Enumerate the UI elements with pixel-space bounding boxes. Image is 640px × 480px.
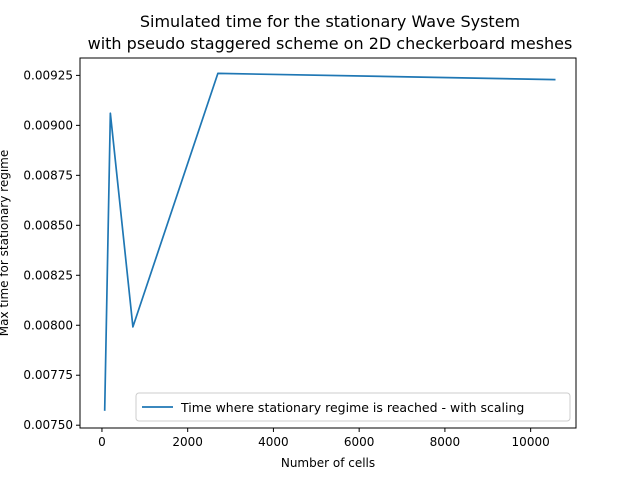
- chart-title-line-1: Simulated time for the stationary Wave S…: [140, 12, 520, 31]
- x-tick-label: 4000: [258, 435, 289, 449]
- x-axis: 0 2000 4000 6000 8000 10000: [98, 428, 550, 449]
- y-tick-label: 0.00925: [23, 68, 73, 82]
- series-layer: [103, 72, 556, 411]
- x-tick-label: 10000: [512, 435, 550, 449]
- legend-box: [135, 392, 571, 422]
- plot-area-frame: [79, 57, 577, 429]
- legend: Time where stationary regime is reached …: [135, 392, 571, 422]
- chart-title-line-2: with pseudo staggered scheme on 2D check…: [88, 34, 573, 53]
- y-axis: 0.00750 0.00775 0.00800 0.00825 0.00850 0.008…: [23, 68, 80, 432]
- series-line: [103, 72, 556, 411]
- y-tick-label: 0.00775: [23, 368, 73, 382]
- y-tick-label: 0.00900: [23, 118, 73, 132]
- legend-label: Time where stationary regime is reached …: [180, 400, 524, 415]
- x-axis-label: Number of cells: [281, 456, 375, 470]
- y-tick-label: 0.00800: [23, 318, 73, 332]
- y-tick-label: 0.00875: [23, 168, 73, 182]
- x-tick-label: 8000: [430, 435, 461, 449]
- y-axis-label: Max time for stationary regime: [0, 150, 11, 336]
- x-tick-label: 2000: [172, 435, 203, 449]
- y-tick-label: 0.00850: [23, 218, 73, 232]
- y-tick-label: 0.00750: [23, 418, 73, 432]
- x-tick-label: 0: [98, 435, 106, 449]
- y-tick-label: 0.00825: [23, 268, 73, 282]
- x-tick-label: 6000: [344, 435, 375, 449]
